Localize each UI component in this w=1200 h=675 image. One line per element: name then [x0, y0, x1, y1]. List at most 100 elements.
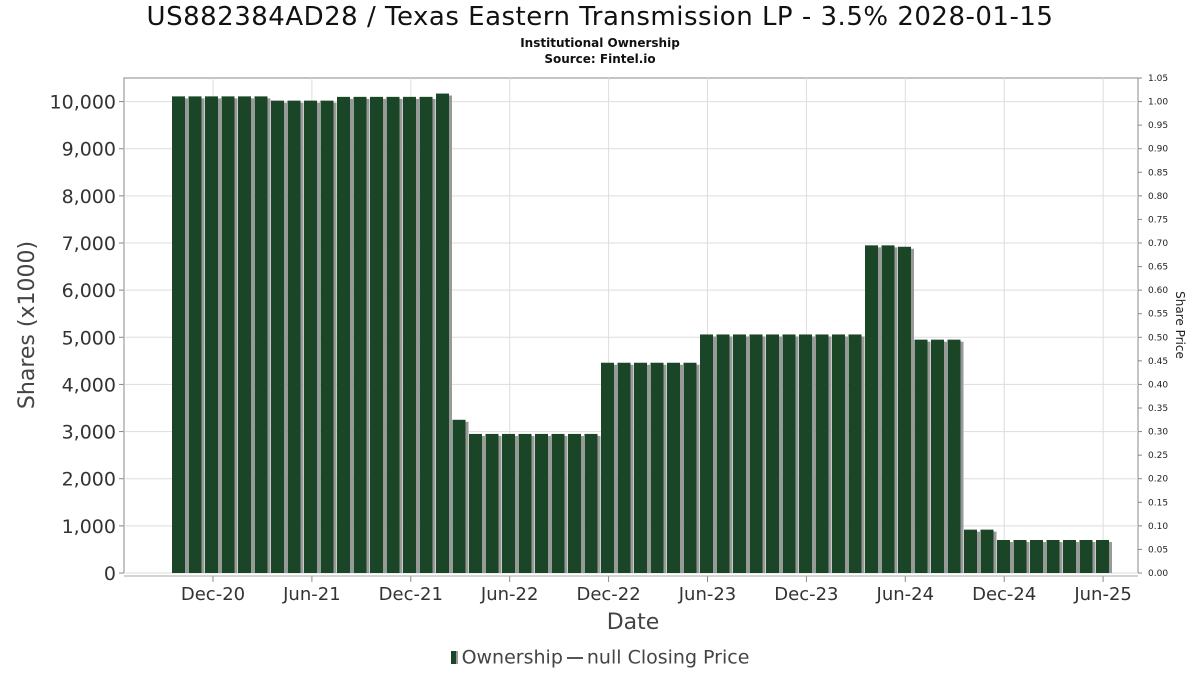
ownership-bar [815, 334, 829, 573]
y2-tick-label: 0.55 [1148, 310, 1168, 320]
y2-tick-label: 0.70 [1148, 239, 1168, 249]
y2-tick-label: 0.95 [1148, 121, 1168, 131]
ownership-bar [997, 540, 1010, 573]
ownership-bar [337, 96, 350, 573]
ownership-bar [617, 362, 631, 573]
ownership-bar [799, 334, 812, 573]
ownership-bar [650, 362, 664, 573]
ownership-bar [634, 362, 647, 573]
ownership-bar [700, 334, 713, 573]
ownership-bar [914, 339, 928, 573]
ownership-bar [733, 334, 746, 573]
ownership-bar [452, 419, 466, 573]
x-tick-label: Jun-21 [282, 584, 341, 605]
ownership-bar [535, 433, 548, 573]
ownership-bar [436, 93, 449, 574]
ownership-bar [865, 245, 878, 573]
y-tick-label: 2,000 [62, 469, 116, 491]
ownership-bar [238, 96, 251, 573]
y-tick-label: 0 [104, 563, 116, 585]
ownership-bar [947, 339, 961, 573]
ownership-bar [205, 96, 218, 573]
ownership-bar [898, 246, 911, 573]
x-axis-label: Date [607, 610, 660, 635]
ownership-bar [1013, 540, 1027, 573]
y2-tick-label: 0.75 [1148, 215, 1168, 225]
y2-tick-label: 0.40 [1148, 380, 1168, 390]
y2-tick-label: 1.00 [1148, 98, 1168, 108]
y2-axis-ticks: 0.00 0.05 0.10 0.15 0.20 0.25 0.30 0.35 0.40 0.45… [1148, 74, 1168, 579]
ownership-bar [716, 334, 730, 573]
y2-tick-label: 1.05 [1148, 74, 1168, 84]
ownership-bar [419, 96, 433, 573]
y2-tick-label: 0.20 [1148, 475, 1168, 485]
chart-source: Source: Fintel.io [544, 52, 656, 66]
ownership-bar [683, 362, 697, 573]
ownership-bar [749, 334, 763, 573]
ownership-bar [254, 96, 268, 573]
x-axis-ticks: Dec-20 Jun-21 Dec-21 Jun-22 Dec-22 Jun-23 Dec-… [181, 584, 1132, 605]
y-axis-label: Shares (x1000) [15, 241, 40, 409]
ownership-bar [584, 433, 598, 573]
y2-tick-label: 0.35 [1148, 404, 1168, 414]
ownership-bar [287, 100, 301, 573]
ownership-swatch [450, 651, 458, 664]
ownership-bar [320, 100, 334, 573]
legend-price: null Closing Price [586, 646, 750, 669]
y2-tick-label: 0.50 [1148, 333, 1168, 343]
ownership-bar [848, 334, 862, 573]
ownership-bar [370, 96, 383, 573]
y2-tick-label: 0.60 [1148, 286, 1168, 296]
y-tick-label: 10,000 [50, 92, 116, 114]
legend-ownership: Ownership [461, 646, 563, 669]
ownership-bar [667, 362, 680, 573]
y-tick-label: 8,000 [62, 186, 116, 208]
ownership-bar [832, 334, 845, 573]
chart-title: US882384AD28 / Texas Eastern Transmissio… [146, 2, 1054, 32]
legend: Ownership null Closing Price [0, 646, 1200, 669]
y2-tick-label: 0.45 [1148, 357, 1168, 367]
ownership-bar [485, 433, 499, 573]
y2-tick-label: 0.90 [1148, 145, 1168, 155]
y2-tick-label: 0.15 [1148, 498, 1168, 508]
y2-axis-label: Share Price [1173, 291, 1187, 359]
ownership-bar [1046, 540, 1060, 573]
ownership-bar [353, 96, 367, 573]
ownership-bar [518, 433, 532, 573]
ownership-bar [568, 433, 581, 573]
y-tick-label: 5,000 [62, 327, 116, 349]
ownership-bar [469, 433, 482, 573]
ownership-bar [172, 96, 185, 573]
y2-tick-label: 0.25 [1148, 451, 1168, 461]
y2-tick-label: 0.30 [1148, 428, 1168, 438]
ownership-bar [386, 96, 400, 573]
y-tick-label: 6,000 [62, 280, 116, 302]
y-tick-label: 4,000 [62, 374, 116, 396]
ownership-bar [1096, 540, 1109, 573]
ownership-bar [271, 100, 284, 573]
y2-tick-label: 0.85 [1148, 168, 1168, 178]
y2-tick-label: 0.00 [1148, 569, 1168, 579]
x-tick-label: Dec-22 [576, 584, 640, 605]
ownership-bar [221, 96, 235, 573]
ownership-bar [931, 339, 944, 573]
ownership-bar [304, 100, 317, 573]
ownership-bar [188, 96, 202, 573]
y-tick-label: 9,000 [62, 139, 116, 161]
x-tick-label: Dec-21 [379, 584, 443, 605]
y2-tick-label: 0.05 [1148, 545, 1168, 555]
x-tick-label: Dec-24 [972, 584, 1036, 605]
bars-group [172, 93, 1112, 574]
ownership-bar [1063, 540, 1076, 573]
y2-tick-label: 0.80 [1148, 192, 1168, 202]
ownership-bar [782, 334, 796, 573]
ownership-chart: 0 1,000 2,000 3,000 4,000 5,000 6,000 7,000 8,00… [15, 74, 1187, 635]
ownership-bar [1030, 540, 1043, 573]
y2-tick-label: 0.10 [1148, 522, 1168, 532]
x-tick-label: Jun-22 [480, 584, 539, 605]
ownership-bar [881, 245, 895, 573]
ownership-bar [1079, 540, 1093, 573]
y-tick-label: 3,000 [62, 422, 116, 444]
x-tick-label: Dec-23 [774, 584, 838, 605]
ownership-bar [964, 529, 977, 573]
